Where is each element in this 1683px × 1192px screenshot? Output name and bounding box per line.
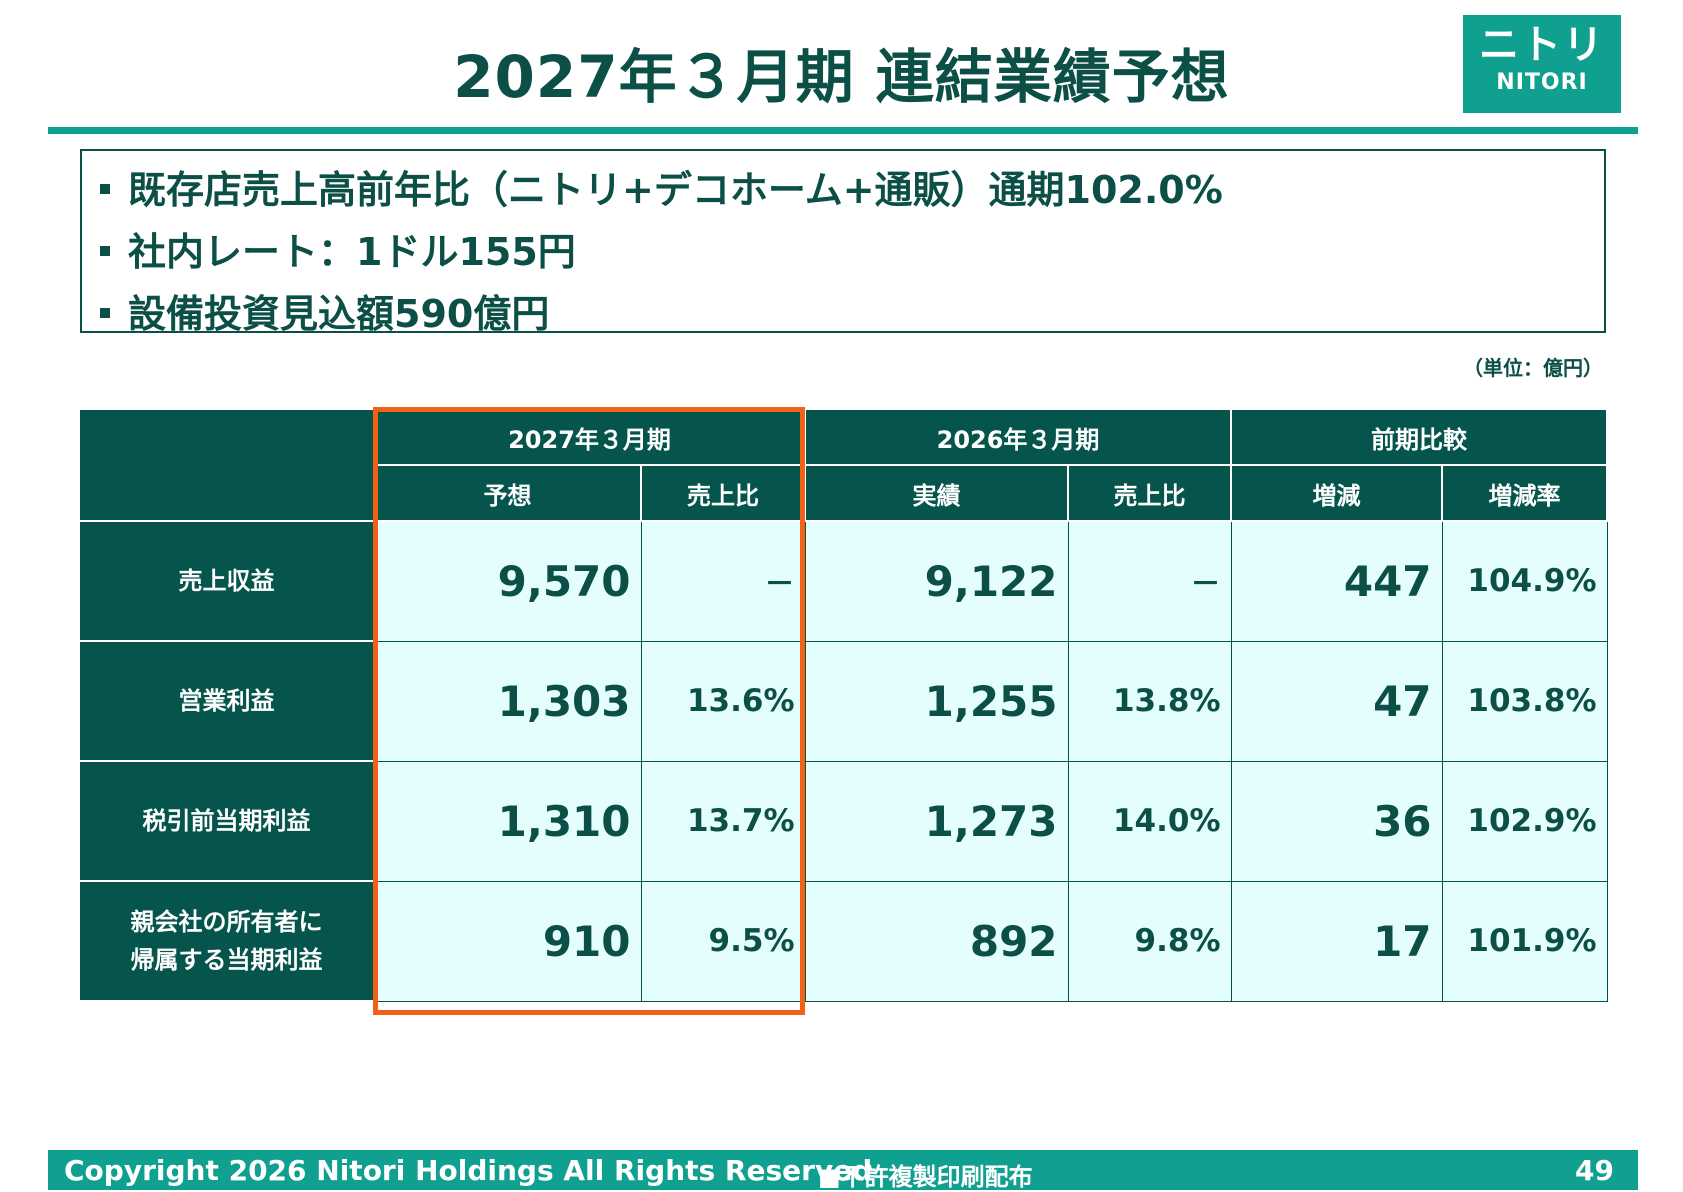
unit-note: （単位：億円） xyxy=(1463,356,1603,380)
table-row: 税引前当期利益 1,310 13.7% 1,273 14.0% 36 102.9… xyxy=(78,760,1608,882)
cell-forecast: 1,310 xyxy=(373,760,642,882)
subheader-change: 増減 xyxy=(1230,464,1444,522)
cell-actual-ratio: 13.8% xyxy=(1067,640,1232,762)
row-label-line: 帰属する当期利益 xyxy=(130,946,323,974)
nitori-logo: ニトリ NITORI xyxy=(1463,15,1621,113)
cell-change-rate: 104.9% xyxy=(1441,520,1608,642)
row-label: 税引前当期利益 xyxy=(78,760,375,882)
cell-forecast-ratio: 13.6% xyxy=(640,640,806,762)
cell-forecast-ratio: 13.7% xyxy=(640,760,806,882)
header-comparison: 前期比較 xyxy=(1230,408,1609,466)
bullet-item: 設備投資見込額590億円 xyxy=(100,283,549,338)
footer-bar: Copyright 2026 Nitori Holdings All Right… xyxy=(48,1150,1638,1191)
cell-actual: 9,122 xyxy=(804,520,1069,642)
title-divider xyxy=(48,127,1638,134)
logo-kana: ニトリ xyxy=(1479,22,1605,68)
row-label: 営業利益 xyxy=(78,640,375,762)
row-label-line: 親会社の所有者に xyxy=(130,908,323,936)
subheader-forecast: 予想 xyxy=(373,464,642,522)
cell-actual: 1,273 xyxy=(804,760,1069,882)
bullet-item: 社内レート：1ドル155円 xyxy=(100,221,576,276)
header-fy2026: 2026年３月期 xyxy=(804,408,1233,466)
subheader-sales-ratio: 売上比 xyxy=(639,464,807,522)
no-reprint-notice: ■不許複製印刷配布 xyxy=(818,1163,1033,1191)
cell-actual: 1,255 xyxy=(804,640,1069,762)
key-assumptions-box: 既存店売上高前年比（ニトリ+デコホーム+通販）通期102.0% 社内レート：1ド… xyxy=(80,149,1606,336)
table-row: 売上収益 9,570 － 9,122 － 447 104.9% xyxy=(78,520,1608,642)
cell-forecast-ratio: 9.5% xyxy=(640,880,806,1002)
cell-actual: 892 xyxy=(804,880,1069,1002)
cell-actual-ratio: 14.0% xyxy=(1067,760,1232,882)
row-label: 売上収益 xyxy=(78,520,375,642)
cell-change: 36 xyxy=(1230,760,1443,882)
header-blank xyxy=(78,408,375,522)
row-label: 親会社の所有者に 帰属する当期利益 xyxy=(78,880,375,1002)
cell-change-rate: 103.8% xyxy=(1441,640,1608,762)
cell-actual-ratio: － xyxy=(1067,520,1232,642)
bullet-square-icon xyxy=(100,307,110,318)
cell-actual-ratio: 9.8% xyxy=(1067,880,1232,1002)
copyright-text: Copyright 2026 Nitori Holdings All Right… xyxy=(64,1154,873,1187)
forecast-table: 2027年３月期 2026年３月期 前期比較 予想 売上比 実績 売上比 増減 … xyxy=(78,408,1609,1002)
bullet-square-icon xyxy=(100,183,110,194)
table-row: 親会社の所有者に 帰属する当期利益 910 9.5% 892 9.8% 17 10… xyxy=(78,880,1608,1002)
cell-change-rate: 101.9% xyxy=(1441,880,1608,1002)
cell-forecast-ratio: － xyxy=(640,520,806,642)
cell-forecast: 910 xyxy=(373,880,642,1002)
header-fy2027: 2027年３月期 xyxy=(372,408,807,466)
subheader-sales-ratio: 売上比 xyxy=(1067,464,1233,522)
logo-latin: NITORI xyxy=(1496,70,1588,95)
cell-change: 47 xyxy=(1230,640,1443,762)
cell-change-rate: 102.9% xyxy=(1441,760,1608,882)
cell-change: 447 xyxy=(1230,520,1443,642)
page-title: 2027年３月期 連結業績予想 xyxy=(453,43,1230,111)
bullet-item: 既存店売上高前年比（ニトリ+デコホーム+通販）通期102.0% xyxy=(100,159,1223,214)
page-number: 49 xyxy=(1575,1154,1614,1187)
bullet-square-icon xyxy=(100,245,110,256)
cell-forecast: 9,570 xyxy=(373,520,642,642)
cell-forecast: 1,303 xyxy=(373,640,642,762)
cell-change: 17 xyxy=(1230,880,1443,1002)
subheader-change-rate: 増減率 xyxy=(1441,464,1609,522)
subheader-actual: 実績 xyxy=(804,464,1070,522)
table-row: 営業利益 1,303 13.6% 1,255 13.8% 47 103.8% xyxy=(78,640,1608,762)
